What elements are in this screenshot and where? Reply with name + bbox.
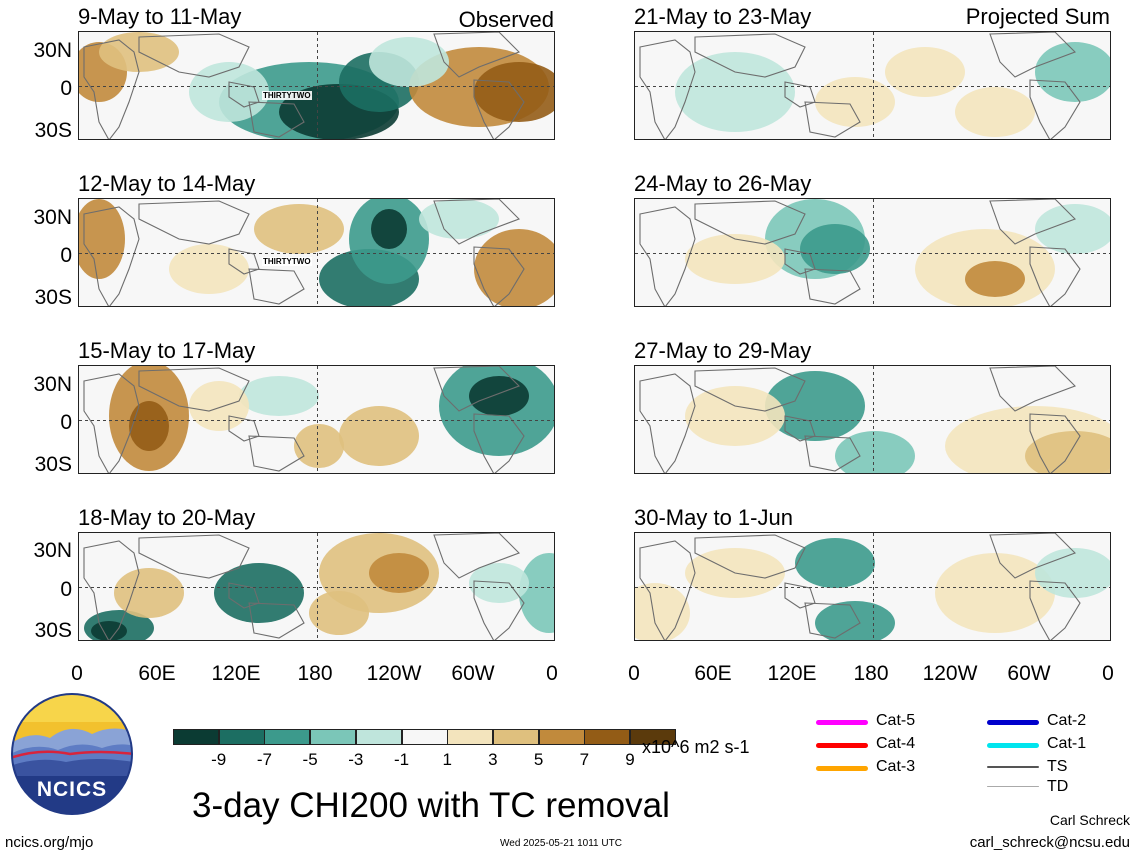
panel-title-6: 24-May to 26-May	[634, 171, 812, 196]
lat-label-eq: 0	[60, 411, 72, 434]
lat-label-30n: 30N	[33, 539, 72, 562]
legend-line-ts	[987, 766, 1039, 768]
legend-line-cat-2	[987, 720, 1039, 725]
website-link[interactable]: ncics.org/mjo	[5, 834, 94, 851]
lat-label-30s: 30S	[34, 286, 72, 309]
colorbar-label: 3	[488, 750, 498, 769]
colorbar-swatch	[173, 729, 219, 745]
storm-label: THIRTYTWO	[262, 91, 312, 100]
storm-label: THIRTYTWO	[262, 257, 312, 266]
lon-label-120w: 120W	[366, 662, 422, 685]
panel-title-5: 21-May to 23-May	[634, 4, 812, 29]
colorbar-swatch	[584, 729, 631, 745]
legend-label-cat-3: Cat-3	[876, 758, 916, 775]
map-panel-5	[634, 31, 1111, 140]
lat-label-eq: 0	[60, 578, 72, 601]
legend-line-cat-1	[987, 743, 1039, 748]
lon-label-0: 0	[71, 662, 83, 685]
colorbar-swatch	[218, 729, 265, 745]
panel-tag-projected: Projected Sum	[965, 4, 1110, 29]
lat-label-30s: 30S	[34, 619, 72, 642]
colorbar-label: 5	[533, 750, 544, 769]
legend-label-cat-4: Cat-4	[876, 735, 916, 752]
map-panel-4	[78, 532, 555, 641]
lat-label-30n: 30N	[33, 39, 72, 62]
map-panel-8	[634, 532, 1111, 641]
colorbar-label: -5	[302, 750, 318, 769]
legend-line-cat-5	[816, 720, 868, 725]
lat-label-eq: 0	[60, 77, 72, 100]
lon-label-60e: 60E	[694, 662, 732, 685]
colorbar-label: -9	[211, 750, 227, 769]
colorbar-swatch	[310, 729, 357, 745]
colorbar-swatch	[401, 729, 448, 745]
lon-label-60w: 60W	[451, 662, 495, 685]
colorbar-label: 1	[442, 750, 452, 769]
legend-label-td: TD	[1047, 778, 1069, 795]
legend-label-cat-2: Cat-2	[1047, 712, 1087, 729]
lon-label-120e: 120E	[767, 662, 817, 685]
lon-label-60w: 60W	[1007, 662, 1051, 685]
colorbar-label: -3	[348, 750, 364, 769]
legend-label-cat-5: Cat-5	[876, 712, 916, 729]
map-panel-6	[634, 198, 1111, 307]
colorbar-label: 7	[579, 750, 590, 769]
legend-label-ts: TS	[1047, 758, 1068, 775]
map-panel-2: THIRTYTWO	[78, 198, 555, 307]
panel-title-2: 12-May to 14-May	[78, 171, 256, 196]
panel-title-3: 15-May to 17-May	[78, 338, 256, 363]
lon-label-60e: 60E	[138, 662, 176, 685]
lon-label-0-end: 0	[546, 662, 558, 685]
main-title: 3-day CHI200 with TC removal	[192, 786, 670, 825]
panel-title-4: 18-May to 20-May	[78, 505, 256, 530]
author-email[interactable]: carl_schreck@ncsu.edu	[969, 834, 1130, 851]
colorbar-swatch	[538, 729, 585, 745]
panel-title-8: 30-May to 1-Jun	[634, 505, 793, 530]
panel-tag-observed: Observed	[458, 7, 554, 32]
colorbar-swatch	[355, 729, 402, 745]
colorbar-swatch	[447, 729, 494, 745]
legend-line-cat-3	[816, 766, 868, 771]
map-panel-1: THIRTYTWO	[78, 31, 555, 140]
lon-label-0: 0	[628, 662, 640, 685]
lat-label-eq: 0	[60, 244, 72, 267]
logo-text: NCICS	[36, 778, 108, 801]
legend-label-cat-1: Cat-1	[1047, 735, 1087, 752]
lat-label-30n: 30N	[33, 206, 72, 229]
lat-label-30s: 30S	[34, 453, 72, 476]
colorbar-label: -7	[256, 750, 272, 769]
lat-label-30s: 30S	[34, 119, 72, 142]
panel-title-7: 27-May to 29-May	[634, 338, 812, 363]
lon-label-180: 180	[297, 662, 333, 685]
colorbar-swatch	[264, 729, 311, 745]
lon-label-180: 180	[853, 662, 889, 685]
colorbar-swatch	[492, 729, 539, 745]
legend-line-td	[987, 786, 1039, 787]
colorbar-units: x10^6 m2 s-1	[642, 737, 750, 757]
map-panel-7	[634, 365, 1111, 474]
panel-title-1: 9-May to 11-May	[78, 4, 242, 29]
lon-label-0-end: 0	[1102, 662, 1114, 685]
ncics-logo: NCICS	[10, 692, 134, 816]
author-name: Carl Schreck	[1049, 812, 1130, 828]
colorbar-swatch	[630, 729, 676, 745]
lat-label-30n: 30N	[33, 373, 72, 396]
legend-line-cat-4	[816, 743, 868, 748]
colorbar-label: 9	[625, 750, 635, 769]
lon-label-120w: 120W	[922, 662, 978, 685]
lon-label-120e: 120E	[211, 662, 261, 685]
timestamp: Wed 2025-05-21 1011 UTC	[500, 838, 622, 849]
map-panel-3	[78, 365, 555, 474]
colorbar-label: -1	[393, 750, 410, 769]
